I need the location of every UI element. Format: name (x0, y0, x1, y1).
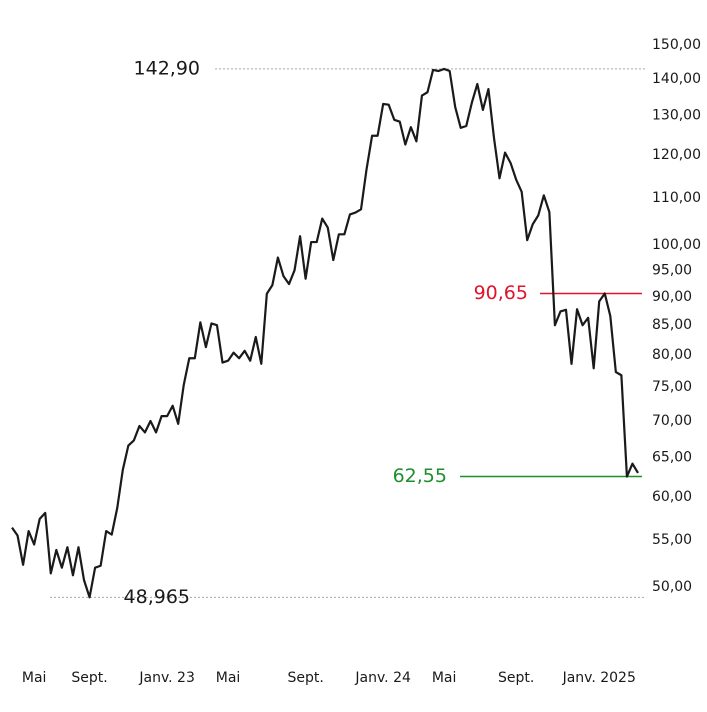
y-tick-label: 95,00 (652, 262, 692, 278)
x-tick-label: Janv. 24 (354, 670, 411, 686)
x-tick-label: Sept. (287, 670, 323, 686)
y-tick-label: 50,00 (652, 579, 692, 595)
y-tick-label: 100,00 (652, 237, 701, 253)
y-tick-label: 80,00 (652, 347, 692, 363)
y-tick-label: 75,00 (652, 379, 692, 395)
x-tick-label: Mai (216, 670, 241, 686)
y-tick-label: 120,00 (652, 147, 701, 163)
price-line (11, 67, 639, 599)
y-tick-label: 90,00 (652, 289, 692, 305)
y-tick-label: 150,00 (652, 37, 701, 53)
y-tick-label: 55,00 (652, 532, 692, 548)
annotation-label: 62,55 (393, 465, 447, 487)
annotation-label: 90,65 (474, 282, 528, 304)
y-tick-label: 85,00 (652, 317, 692, 333)
y-tick-label: 60,00 (652, 489, 692, 505)
x-tick-label: Janv. 23 (138, 670, 195, 686)
y-tick-label: 140,00 (652, 71, 701, 87)
x-tick-label: Sept. (71, 670, 107, 686)
y-tick-label: 130,00 (652, 108, 701, 124)
annotation-label: 142,90 (134, 57, 200, 79)
x-tick-label: Mai (22, 670, 47, 686)
annotation-label: 48,965 (124, 586, 190, 608)
x-tick-label: Mai (432, 670, 457, 686)
y-tick-label: 70,00 (652, 413, 692, 429)
x-tick-label: Sept. (498, 670, 534, 686)
x-tick-label: Janv. 2025 (562, 670, 636, 686)
y-tick-label: 65,00 (652, 450, 692, 466)
y-tick-label: 110,00 (652, 190, 701, 206)
